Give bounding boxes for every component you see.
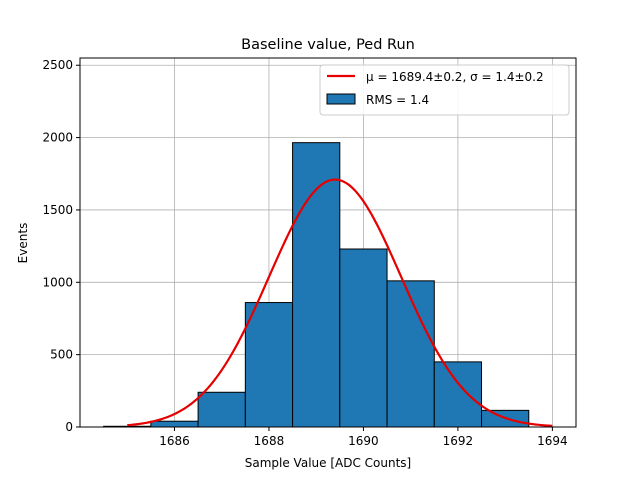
y-tick-label-3: 1500 — [42, 203, 73, 217]
histogram-bar-5 — [339, 248, 388, 428]
x-tick-label-1: 1688 — [254, 434, 285, 448]
x-tick-label-0: 1686 — [159, 434, 190, 448]
histogram-bar-2 — [197, 391, 246, 428]
plot-frame — [79, 57, 577, 428]
y-tick-label-2: 1000 — [42, 275, 73, 289]
x-tick-label-3: 1692 — [443, 434, 474, 448]
axes — [79, 57, 577, 428]
y-tick-label-1: 500 — [50, 348, 73, 362]
legend: μ = 1689.4±0.2, σ = 1.4±0.2 RMS = 1.4 — [319, 64, 570, 116]
fit-curve — [127, 178, 553, 427]
histogram-bar-4 — [292, 142, 341, 428]
histogram-bar-1 — [150, 420, 199, 428]
x-axis-label: Sample Value [ADC Counts] — [245, 456, 411, 470]
legend-rms-swatch — [326, 93, 356, 105]
x-tick-label-2: 1690 — [348, 434, 379, 448]
y-tick-label-5: 2500 — [42, 58, 73, 72]
histogram-bar-7 — [433, 361, 483, 428]
y-axis-label: Events — [16, 223, 30, 264]
gaussian-fit — [127, 178, 553, 427]
histogram-bars — [103, 142, 530, 428]
histogram-bar-6 — [386, 280, 435, 428]
y-tick-label-4: 2000 — [42, 131, 73, 145]
legend-box — [319, 64, 570, 116]
chart-title: Baseline value, Ped Run — [241, 37, 415, 53]
legend-rms-label: RMS = 1.4 — [366, 93, 429, 107]
legend-fit-label: μ = 1689.4±0.2, σ = 1.4±0.2 — [366, 70, 544, 84]
histogram-bar-3 — [244, 302, 294, 428]
tick-labels: 1686 1688 1690 1692 1694 0 500 1000 1500 2000 2500 — [42, 58, 567, 448]
y-tick-label-0: 0 — [65, 420, 73, 434]
x-tick-label-4: 1694 — [537, 434, 568, 448]
